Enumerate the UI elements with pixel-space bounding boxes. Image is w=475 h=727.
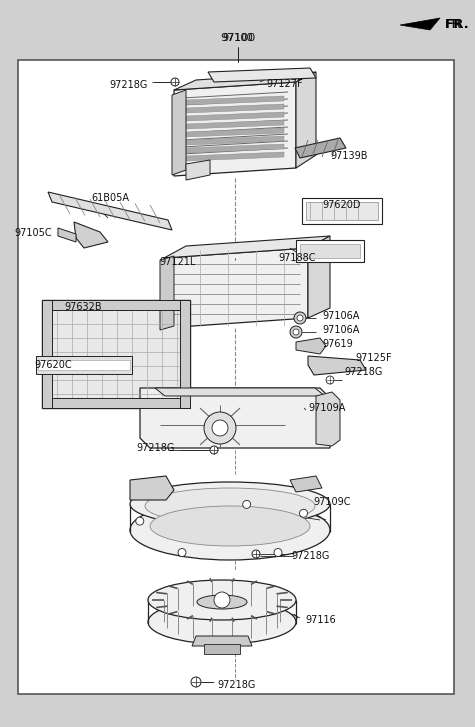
Bar bbox=[300, 244, 360, 258]
Text: 97188C: 97188C bbox=[278, 253, 315, 263]
Circle shape bbox=[214, 592, 230, 608]
Text: FR.: FR. bbox=[445, 17, 470, 31]
Text: 97127F: 97127F bbox=[266, 79, 303, 89]
Circle shape bbox=[212, 420, 228, 436]
Polygon shape bbox=[48, 192, 172, 230]
Text: 97100: 97100 bbox=[220, 33, 256, 43]
Text: 97100: 97100 bbox=[223, 33, 253, 43]
Polygon shape bbox=[74, 222, 108, 248]
Text: 97121L: 97121L bbox=[160, 257, 196, 267]
Text: 97632B: 97632B bbox=[65, 302, 102, 312]
Polygon shape bbox=[296, 72, 316, 168]
Circle shape bbox=[326, 376, 334, 384]
Polygon shape bbox=[174, 82, 296, 176]
Text: 97139B: 97139B bbox=[330, 151, 368, 161]
Text: 97109A: 97109A bbox=[308, 403, 345, 413]
Polygon shape bbox=[140, 388, 330, 448]
Polygon shape bbox=[186, 104, 284, 113]
Bar bbox=[42, 398, 190, 408]
Polygon shape bbox=[160, 256, 174, 330]
Text: 97218G: 97218G bbox=[291, 551, 329, 561]
Bar bbox=[296, 240, 364, 262]
Circle shape bbox=[300, 510, 307, 518]
Polygon shape bbox=[164, 248, 308, 328]
Polygon shape bbox=[295, 138, 346, 158]
Bar bbox=[18, 60, 454, 694]
Polygon shape bbox=[186, 144, 284, 153]
Text: 61B05A: 61B05A bbox=[91, 193, 129, 203]
Ellipse shape bbox=[148, 580, 296, 620]
Polygon shape bbox=[130, 476, 174, 500]
Polygon shape bbox=[174, 72, 316, 90]
Polygon shape bbox=[296, 338, 326, 354]
Ellipse shape bbox=[150, 506, 310, 546]
Polygon shape bbox=[186, 136, 284, 145]
Circle shape bbox=[274, 548, 282, 556]
Polygon shape bbox=[308, 236, 330, 318]
Bar bbox=[42, 300, 190, 408]
Text: 97109C: 97109C bbox=[313, 497, 351, 507]
Text: 97218G: 97218G bbox=[110, 80, 148, 90]
Text: 97116: 97116 bbox=[305, 615, 336, 625]
Polygon shape bbox=[192, 636, 252, 646]
Circle shape bbox=[136, 517, 144, 525]
Circle shape bbox=[210, 446, 218, 454]
Polygon shape bbox=[155, 388, 325, 396]
Text: FR.: FR. bbox=[445, 17, 465, 31]
Polygon shape bbox=[58, 228, 76, 242]
Text: 97218G: 97218G bbox=[137, 443, 175, 453]
Ellipse shape bbox=[197, 595, 247, 609]
Polygon shape bbox=[208, 68, 316, 82]
Text: 97619: 97619 bbox=[322, 339, 353, 349]
Text: 97106A: 97106A bbox=[322, 311, 360, 321]
Text: 97218G: 97218G bbox=[344, 367, 382, 377]
Polygon shape bbox=[164, 236, 330, 258]
Bar bbox=[204, 644, 240, 654]
Circle shape bbox=[293, 329, 299, 335]
Text: 97125F: 97125F bbox=[355, 353, 391, 363]
Polygon shape bbox=[186, 128, 284, 137]
Text: 97106A: 97106A bbox=[322, 325, 360, 335]
Bar bbox=[42, 300, 52, 408]
Text: 97620D: 97620D bbox=[322, 200, 361, 210]
Polygon shape bbox=[186, 112, 284, 121]
Polygon shape bbox=[186, 152, 284, 161]
Circle shape bbox=[204, 412, 236, 444]
Circle shape bbox=[294, 312, 306, 324]
Polygon shape bbox=[400, 18, 440, 30]
Polygon shape bbox=[308, 356, 366, 375]
Bar bbox=[302, 198, 382, 224]
Text: 97105C: 97105C bbox=[14, 228, 52, 238]
Circle shape bbox=[191, 677, 201, 687]
Polygon shape bbox=[316, 392, 340, 446]
Polygon shape bbox=[186, 96, 284, 105]
Polygon shape bbox=[186, 160, 210, 180]
Text: 97620C: 97620C bbox=[34, 360, 72, 370]
Text: 97218G: 97218G bbox=[217, 680, 256, 690]
Circle shape bbox=[290, 326, 302, 338]
Polygon shape bbox=[172, 90, 186, 175]
Circle shape bbox=[243, 500, 251, 508]
Polygon shape bbox=[290, 476, 322, 492]
Ellipse shape bbox=[130, 500, 330, 560]
Ellipse shape bbox=[148, 600, 296, 644]
Circle shape bbox=[178, 548, 186, 556]
Circle shape bbox=[297, 315, 303, 321]
Polygon shape bbox=[186, 120, 284, 129]
Bar bbox=[306, 202, 378, 220]
Circle shape bbox=[171, 78, 179, 86]
Ellipse shape bbox=[130, 482, 330, 526]
Circle shape bbox=[252, 550, 260, 558]
Bar bbox=[42, 300, 190, 310]
Bar bbox=[38, 360, 130, 370]
Bar bbox=[36, 356, 132, 374]
Bar bbox=[180, 300, 190, 408]
Ellipse shape bbox=[145, 488, 315, 524]
